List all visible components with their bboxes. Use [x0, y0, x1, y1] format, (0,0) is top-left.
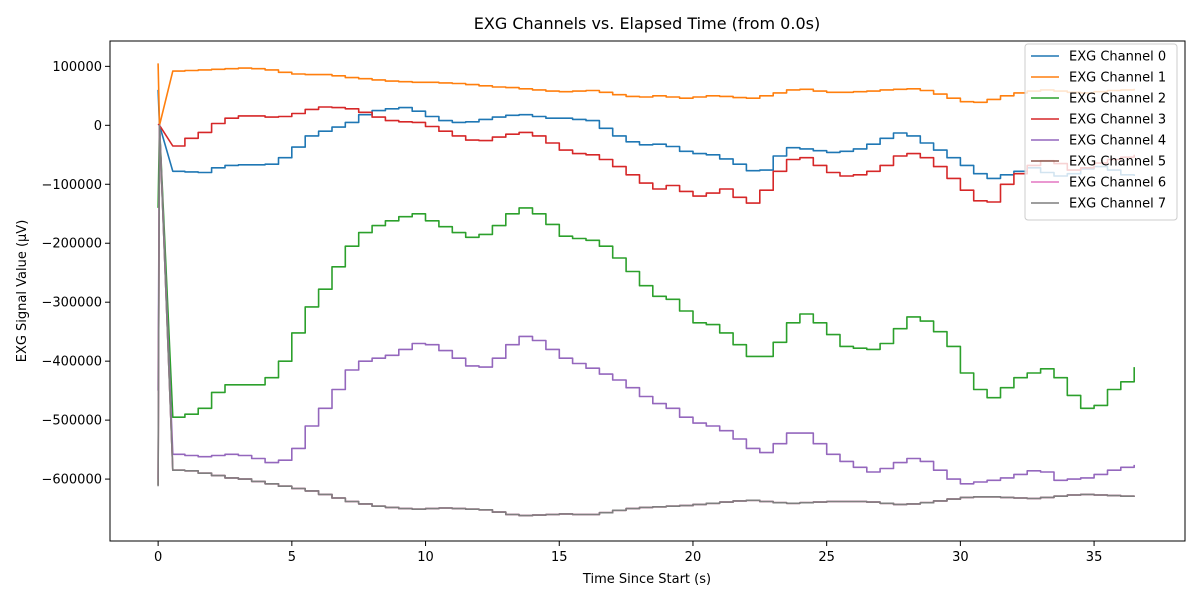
x-tick-label: 30	[952, 550, 969, 565]
x-tick-label: 25	[818, 550, 835, 565]
legend-entry-label: EXG Channel 6	[1069, 176, 1166, 191]
y-tick-label: −300000	[41, 296, 102, 311]
y-tick-label: −600000	[41, 473, 102, 488]
y-tick-label: −200000	[41, 237, 102, 252]
x-axis: 0 5 10 15 20 25 30 35	[154, 541, 1102, 565]
x-tick-label: 15	[551, 550, 568, 565]
x-axis-label: Time Since Start (s)	[582, 572, 711, 587]
x-tick-label: 10	[417, 550, 434, 565]
legend-entry-label: EXG Channel 5	[1069, 155, 1166, 170]
y-tick-label: 100000	[52, 60, 102, 75]
y-tick-label: −100000	[41, 178, 102, 193]
legend-entry-label: EXG Channel 3	[1069, 113, 1166, 128]
legend-entry-label: EXG Channel 7	[1069, 197, 1166, 212]
legend-entry-label: EXG Channel 1	[1069, 71, 1166, 86]
y-tick-label: −500000	[41, 414, 102, 429]
series-line-channel-0	[157, 89, 1135, 180]
series-line-channel-1	[157, 63, 1135, 127]
y-tick-label: −400000	[41, 355, 102, 370]
legend-entry-label: EXG Channel 4	[1069, 134, 1166, 149]
y-axis-label: EXG Signal Value (µV)	[15, 220, 30, 363]
chart-title: EXG Channels vs. Elapsed Time (from 0.0s…	[474, 14, 820, 33]
series-line-channel-4	[157, 124, 1135, 485]
legend: EXG Channel 0 EXG Channel 1 EXG Channel 2 E…	[1024, 43, 1178, 221]
series-layer	[157, 63, 1135, 517]
series-line-channel-2	[157, 124, 1135, 418]
series-line-channel-3	[157, 106, 1135, 204]
y-tick-label: 0	[94, 119, 102, 134]
x-tick-label: 0	[154, 550, 162, 565]
legend-box	[1024, 43, 1178, 221]
legend-entry-label: EXG Channel 2	[1069, 92, 1166, 107]
plot-frame	[109, 40, 1186, 542]
x-tick-label: 35	[1086, 550, 1103, 565]
series-line-channel-7	[157, 124, 1135, 517]
x-tick-label: 20	[685, 550, 702, 565]
x-tick-label: 5	[288, 550, 296, 565]
y-axis: 100000 0 −100000 −200000 −300000 −400000 −5000…	[41, 60, 110, 488]
legend-entry-label: EXG Channel 0	[1069, 50, 1166, 65]
